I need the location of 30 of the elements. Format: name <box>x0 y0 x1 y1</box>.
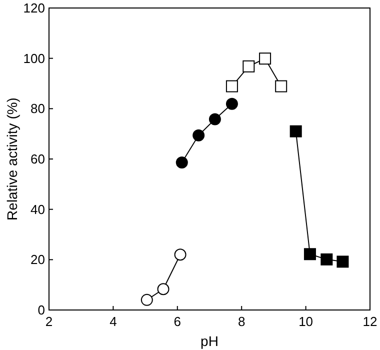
y-axis-title: Relative activity (%) <box>4 98 20 220</box>
point <box>208 113 221 126</box>
y-tick-label: 20 <box>30 252 45 268</box>
y-tick-label: 80 <box>30 101 45 116</box>
point <box>304 248 316 260</box>
x-tick-label: 6 <box>174 314 182 329</box>
y-tick-label: 40 <box>30 202 45 217</box>
point <box>290 125 302 138</box>
point <box>140 294 153 306</box>
x-tick-label: 2 <box>45 314 53 329</box>
y-tick-label: 100 <box>23 50 45 66</box>
point <box>320 253 333 266</box>
point <box>275 80 288 92</box>
x-tick-label: 8 <box>238 314 246 329</box>
x-tick-label: 4 <box>110 314 117 329</box>
x-tick-label: 12 <box>362 314 378 329</box>
y-tick-label: 0 <box>38 302 45 318</box>
y-tick-label: 120 <box>23 0 45 16</box>
point <box>174 248 186 261</box>
point <box>226 80 238 92</box>
point <box>336 256 349 268</box>
point <box>176 156 188 169</box>
x-axis-title: pH <box>200 333 218 349</box>
y-tick-label: 60 <box>30 152 45 166</box>
x-tick-label: 10 <box>298 314 314 329</box>
point <box>259 52 272 65</box>
point <box>226 98 238 110</box>
point <box>242 60 255 72</box>
point <box>157 283 170 296</box>
point <box>192 129 205 142</box>
